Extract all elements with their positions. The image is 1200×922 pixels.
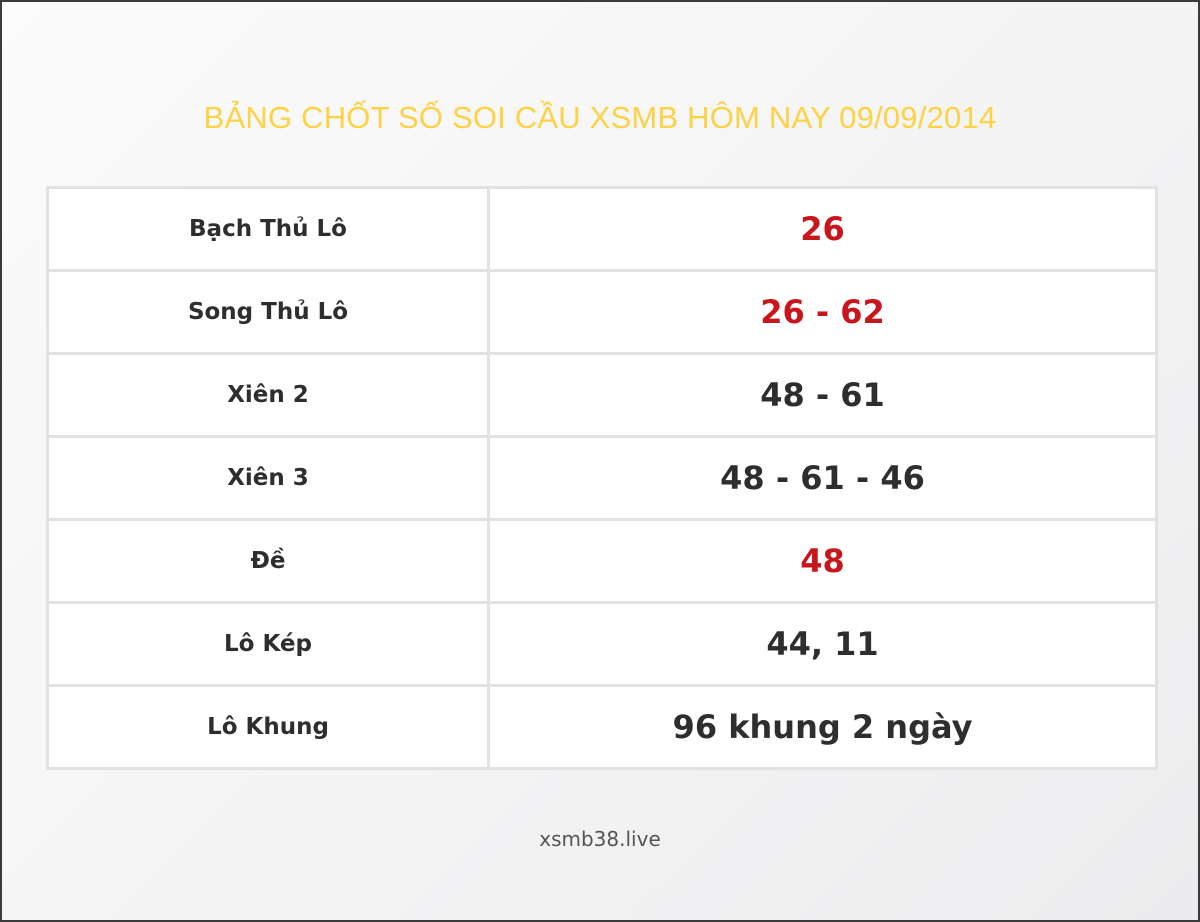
table-row: Lô Khung 96 khung 2 ngày	[46, 684, 1158, 770]
page-title: BẢNG CHỐT SỐ SOI CẦU XSMB HÔM NAY 09/09/…	[203, 100, 997, 135]
table-row: Lô Kép 44, 11	[46, 601, 1158, 687]
row-value: 48 - 61 - 46	[487, 435, 1158, 521]
row-label: Song Thủ Lô	[46, 269, 490, 355]
table-row: Bạch Thủ Lô 26	[46, 186, 1158, 272]
table-row: Xiên 2 48 - 61	[46, 352, 1158, 438]
table-row: Xiên 3 48 - 61 - 46	[46, 435, 1158, 521]
row-label: Đề	[46, 518, 490, 604]
row-label: Xiên 2	[46, 352, 490, 438]
table-row: Song Thủ Lô 26 - 62	[46, 269, 1158, 355]
prediction-table: Bạch Thủ Lô 26 Song Thủ Lô 26 - 62 Xiên 2 48 …	[46, 186, 1158, 770]
row-value: 96 khung 2 ngày	[487, 684, 1158, 770]
row-value: 48	[487, 518, 1158, 604]
row-label: Bạch Thủ Lô	[46, 186, 490, 272]
row-label: Xiên 3	[46, 435, 490, 521]
row-label: Lô Kép	[46, 601, 490, 687]
row-label: Lô Khung	[46, 684, 490, 770]
site-watermark: xsmb38.live	[539, 827, 661, 851]
table-row: Đề 48	[46, 518, 1158, 604]
row-value: 44, 11	[487, 601, 1158, 687]
row-value: 26 - 62	[487, 269, 1158, 355]
row-value: 26	[487, 186, 1158, 272]
row-value: 48 - 61	[487, 352, 1158, 438]
